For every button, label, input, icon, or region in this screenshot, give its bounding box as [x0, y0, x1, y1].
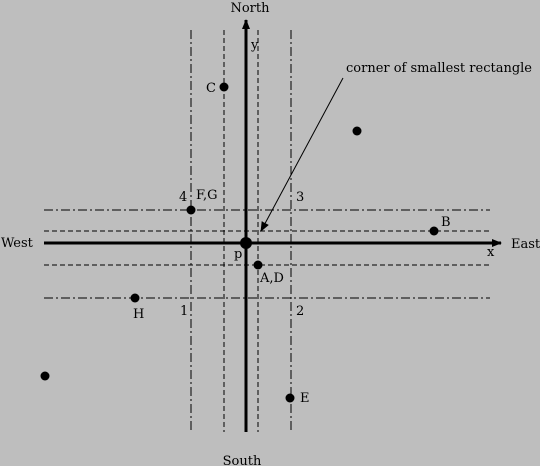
label-point-c: C [206, 81, 216, 96]
point-f-g [186, 205, 196, 215]
point-a-d [253, 260, 263, 270]
label-north: North [230, 1, 270, 16]
points [40, 82, 439, 403]
point-e [285, 393, 295, 403]
label-y-axis: y [250, 38, 259, 53]
point-c [219, 82, 229, 92]
label-quadrant-3: 3 [296, 190, 304, 205]
label-point-a-d: A,D [259, 271, 284, 286]
point-h [130, 293, 140, 303]
label-point-b: B [441, 215, 451, 230]
label-east: East [511, 237, 540, 252]
point-b [429, 226, 439, 236]
annotation-arrow [260, 77, 344, 232]
inner-bounds [44, 30, 490, 432]
annotation-text: corner of smallest rectangle [346, 61, 532, 76]
label-quadrant-2: 2 [296, 304, 304, 319]
point-p [240, 237, 252, 249]
label-point-e: E [300, 391, 310, 406]
point-unlabeled-sw [40, 371, 50, 381]
label-point-p: p [234, 247, 242, 262]
label-quadrant-4: 4 [179, 190, 187, 205]
label-x-axis: x [487, 245, 495, 260]
label-south: South [223, 454, 262, 466]
label-point-f-g: F,G [196, 188, 218, 203]
label-point-h: H [133, 307, 144, 322]
label-west: West [1, 236, 34, 251]
point-unlabeled-ne [352, 126, 362, 136]
label-quadrant-1: 1 [180, 304, 188, 319]
